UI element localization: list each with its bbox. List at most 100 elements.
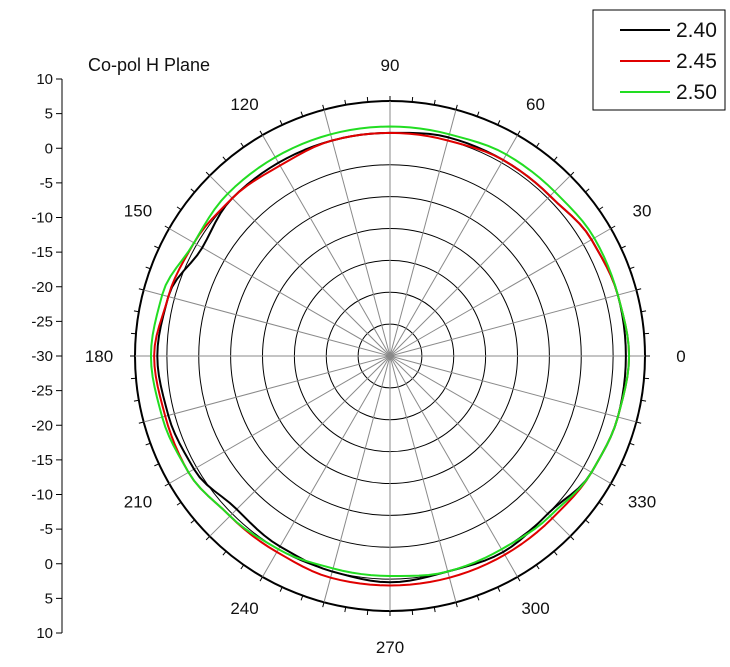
angle-label: 0 — [676, 347, 685, 366]
angle-tick — [636, 421, 642, 424]
angle-tick — [154, 245, 160, 249]
radial-tick-label: -25 — [31, 313, 53, 330]
polar-spoke — [389, 175, 571, 357]
angle-labels: 0 30 60 90 120 150 180 210 240 270 300 330 — [85, 56, 686, 657]
angle-tick — [344, 99, 347, 105]
angle-tick — [133, 399, 139, 402]
angle-tick — [279, 586, 283, 592]
data-traces — [149, 125, 631, 587]
radial-tick-label: 0 — [45, 556, 53, 573]
angle-tick — [433, 607, 436, 613]
angle-label: 30 — [633, 202, 652, 221]
angle-tick — [598, 206, 604, 211]
angle-tick — [145, 442, 151, 446]
angle-tick — [569, 171, 575, 177]
polar-spoke — [389, 355, 612, 484]
angle-tick — [535, 142, 540, 148]
angle-tick — [240, 564, 245, 570]
radial-tick-label: -5 — [40, 521, 53, 538]
polar-spoke — [389, 355, 637, 423]
angle-tick — [476, 111, 480, 117]
series-line-2.50 — [149, 125, 631, 577]
angle-tick — [455, 104, 458, 110]
angle-tick — [433, 99, 436, 105]
angle-tick — [610, 483, 616, 487]
series-line-2.45 — [153, 131, 631, 587]
polar-spoke — [389, 355, 457, 603]
angle-tick — [610, 225, 616, 229]
angle-tick — [300, 595, 304, 601]
radial-tick-label: -25 — [31, 383, 53, 400]
angle-tick — [585, 519, 590, 524]
angle-tick — [553, 551, 558, 556]
angle-tick — [205, 535, 211, 541]
angle-tick — [476, 595, 480, 601]
angle-tick — [517, 576, 521, 582]
angle-tick — [138, 421, 144, 424]
polar-spoke — [262, 134, 391, 357]
polar-spoke — [389, 355, 518, 578]
angle-tick — [176, 206, 182, 211]
angle-label: 90 — [381, 56, 400, 75]
angle-label: 240 — [230, 599, 258, 618]
radial-tick-label: -15 — [31, 452, 53, 469]
angle-tick — [598, 501, 604, 506]
polar-spoke — [389, 289, 637, 357]
radial-tick-label: 5 — [45, 106, 53, 123]
radial-tick-label: 5 — [45, 590, 53, 607]
radial-tick-label: -30 — [31, 348, 53, 365]
polar-spoke — [389, 134, 518, 357]
angle-tick — [164, 225, 170, 229]
angle-tick — [569, 535, 575, 541]
angle-tick — [190, 188, 195, 193]
angle-tick — [176, 501, 182, 506]
radial-tick-label: -5 — [40, 175, 53, 192]
radial-tick-label: 10 — [36, 625, 53, 642]
angle-tick — [240, 142, 245, 148]
angle-label: 60 — [526, 95, 545, 114]
radial-tick-label: -15 — [31, 244, 53, 261]
angle-tick — [535, 564, 540, 570]
angle-tick — [641, 310, 647, 313]
angle-tick — [259, 130, 263, 136]
angle-tick — [322, 104, 325, 110]
angle-tick — [205, 171, 211, 177]
legend-label: 2.45 — [676, 50, 717, 73]
angle-tick — [636, 288, 642, 291]
angle-tick — [641, 399, 647, 402]
angle-tick — [190, 519, 195, 524]
angle-label: 210 — [124, 493, 152, 512]
angle-label: 120 — [230, 95, 258, 114]
polar-spoke — [143, 289, 391, 357]
angle-tick — [620, 245, 626, 249]
angle-tick — [553, 156, 558, 161]
legend-label: 2.50 — [676, 81, 717, 104]
radial-axis: 10 5 0 -5 -10 -15 -20 -25 -30 -25 -20 -15 -10 -5 0 5 10 — [31, 71, 63, 642]
radial-tick-label: -10 — [31, 487, 53, 504]
angle-tick — [629, 442, 635, 446]
angle-tick — [145, 266, 151, 270]
legend: 2.40 2.45 2.50 — [592, 9, 726, 111]
angle-label: 150 — [124, 202, 152, 221]
polar-spoke — [389, 355, 571, 537]
angle-tick — [138, 288, 144, 291]
angle-label: 330 — [628, 493, 656, 512]
radial-tick-label: 0 — [45, 140, 53, 157]
angle-label: 180 — [85, 347, 113, 366]
angle-tick — [629, 266, 635, 270]
angle-label: 300 — [521, 599, 549, 618]
polar-plot-area — [130, 96, 650, 616]
angle-tick — [497, 120, 501, 126]
angle-label: 270 — [376, 638, 404, 657]
polar-spoke — [168, 228, 391, 357]
angle-tick — [154, 463, 160, 467]
radial-tick-label: -20 — [31, 279, 53, 296]
angle-tick — [455, 602, 458, 608]
polar-spoke — [143, 355, 391, 423]
angle-tick — [497, 586, 501, 592]
polar-spoke — [168, 355, 391, 484]
legend-label: 2.40 — [676, 19, 717, 42]
angle-tick — [620, 463, 626, 467]
polar-spoke — [209, 355, 391, 537]
polar-spoke — [323, 109, 391, 357]
